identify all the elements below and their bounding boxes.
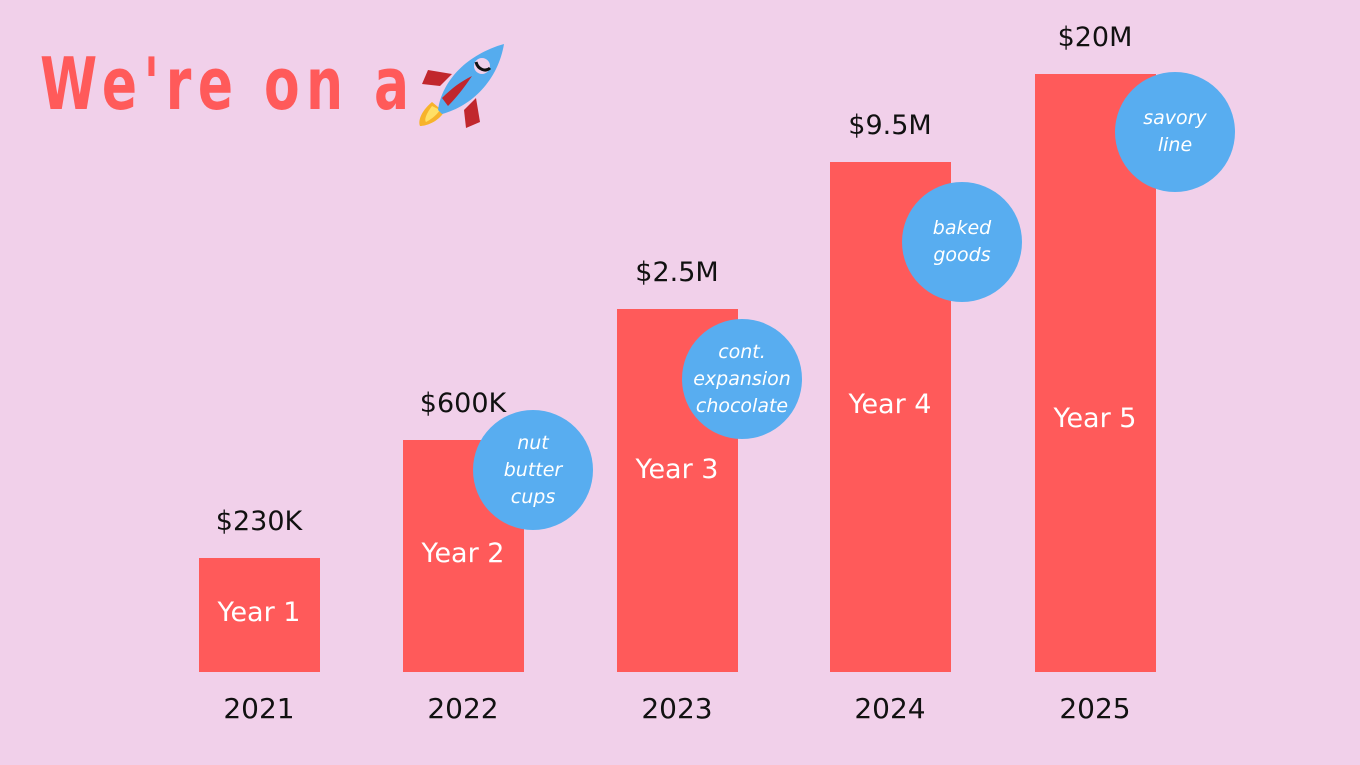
- bar-label-2022: Year 2: [421, 538, 505, 569]
- annotation-bubble-2025: savory line: [1115, 72, 1235, 192]
- x-tick-label-2023: 2023: [641, 692, 713, 725]
- value-label-2025: $20M: [1057, 22, 1133, 53]
- x-tick-label-2024: 2024: [854, 692, 926, 725]
- x-tick-label-2025: 2025: [1059, 692, 1131, 725]
- annotation-text-2025: savory line: [1143, 107, 1207, 156]
- bar-label-2025: Year 5: [1053, 402, 1137, 434]
- x-tick-label-2022: 2022: [427, 692, 499, 725]
- bar-label-2023: Year 3: [635, 454, 719, 486]
- annotation-text-2024: baked goods: [932, 217, 992, 266]
- annotation-text-2022: nut butter cups: [503, 431, 563, 508]
- bar-label-2021: Year 1: [217, 597, 301, 628]
- bar-label-2024: Year 4: [848, 388, 932, 420]
- annotation-bubble-2022: nut butter cups: [473, 410, 593, 530]
- value-label-2022: $600K: [419, 388, 507, 419]
- x-tick-label-2021: 2021: [223, 692, 295, 725]
- rocket-icon: [419, 44, 504, 128]
- bar-2021: [198, 558, 320, 672]
- value-label-2023: $2.5M: [635, 257, 719, 288]
- annotation-text-2023: cont. expansion chocolate: [693, 340, 791, 417]
- value-label-2021: $230K: [215, 506, 303, 537]
- annotation-bubble-2024: baked goods: [902, 182, 1022, 302]
- annotation-bubble-2023: cont. expansion chocolate: [682, 319, 802, 439]
- value-label-2024: $9.5M: [848, 110, 932, 141]
- page-title: We're on a: [40, 42, 416, 126]
